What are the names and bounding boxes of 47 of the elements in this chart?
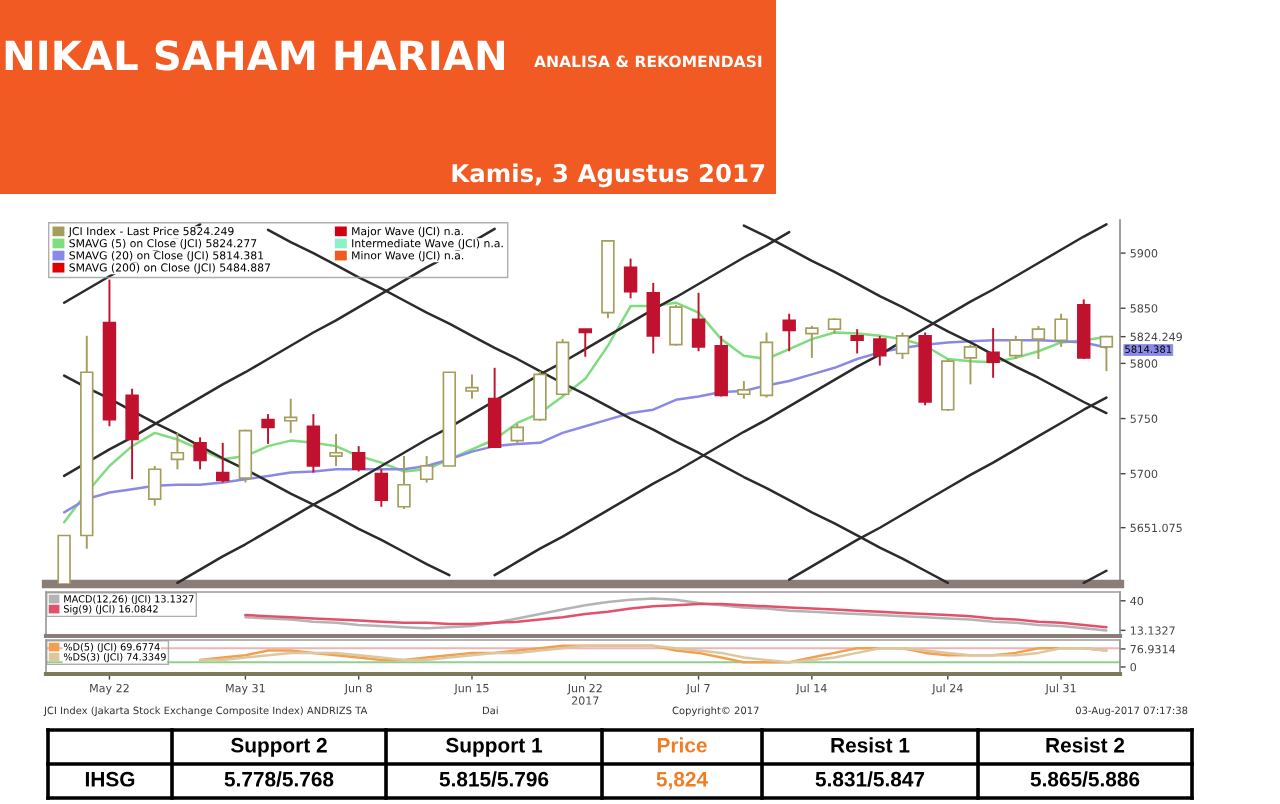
candlestick [1031, 324, 1046, 360]
candlestick [691, 291, 706, 353]
candlestick [397, 455, 411, 510]
candlestick [465, 373, 479, 400]
candlestick [510, 423, 525, 444]
text: 5.865/5.886 [1030, 771, 1140, 787]
text: 5.778/5.768 [224, 771, 334, 787]
candlestick [895, 331, 910, 360]
text: 5,824 [656, 771, 708, 790]
chart-title: NIKAL SAHAM HARIAN [5, 40, 504, 71]
candlestick [850, 328, 864, 355]
category-label: Support 2 [230, 737, 327, 757]
candlestick [216, 441, 230, 484]
candlestick [646, 281, 660, 355]
candlestick [238, 428, 253, 484]
text: 5.831/5.847 [815, 771, 925, 787]
candlestick [261, 413, 275, 445]
candlestick [419, 455, 434, 484]
category-label: Resist 2 [1046, 737, 1125, 753]
candlestick [351, 445, 366, 473]
candlestick [283, 397, 298, 434]
candlestick [963, 343, 978, 386]
candlestick [125, 387, 139, 481]
candlestick [578, 328, 592, 358]
category-label: Support 1 [445, 737, 543, 757]
candlestick [986, 327, 1000, 379]
candlestick [306, 413, 321, 474]
candlestick [623, 257, 638, 300]
text: 5.815/5.796 [439, 771, 549, 787]
category-label: IHSG [85, 771, 135, 787]
candlestick [782, 312, 796, 353]
candlestick [374, 468, 389, 508]
text: Kamis, 3 Agustus 2017 [452, 163, 765, 188]
candlestick [329, 433, 343, 467]
category-label: Price [657, 737, 707, 753]
candlestick [1099, 334, 1114, 373]
candlestick [805, 324, 819, 359]
candlestick [170, 431, 185, 471]
category-label: Resist 1 [831, 737, 910, 753]
candlestick [873, 334, 887, 367]
candlestick [1009, 334, 1023, 360]
line-series [198, 644, 1108, 664]
candlestick [533, 370, 547, 422]
candlestick [193, 436, 207, 471]
candlestick [1054, 312, 1068, 348]
candlestick [148, 465, 162, 507]
candlestick [669, 303, 683, 347]
